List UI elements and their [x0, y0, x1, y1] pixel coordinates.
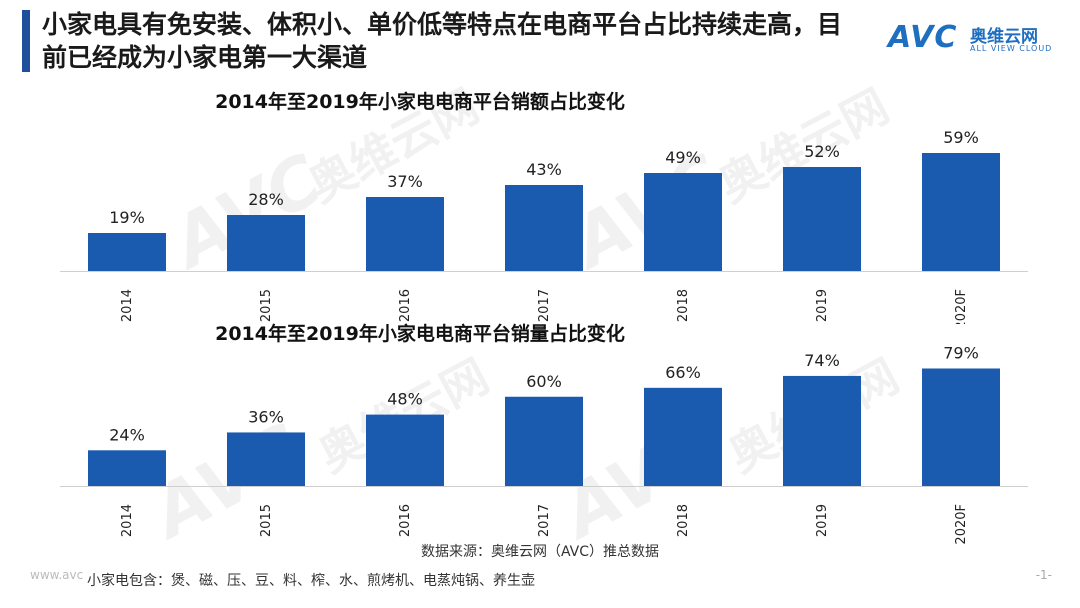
- x-tick-label: 2017: [537, 289, 552, 322]
- website-url: www.avc: [30, 568, 84, 582]
- bar-2014: [88, 233, 166, 271]
- logo-cn-text: 奥维云网: [970, 27, 1038, 47]
- data-label: 66%: [665, 363, 701, 382]
- data-label: 43%: [526, 160, 562, 179]
- data-label: 19%: [109, 208, 145, 227]
- data-source-note: 数据来源：奥维云网（AVC）推总数据: [420, 544, 660, 560]
- bar-2020F: [922, 153, 1000, 271]
- x-tick-label: 2018: [676, 289, 691, 322]
- x-tick-label: 2020F: [954, 504, 969, 544]
- x-tick-label: 2015: [259, 289, 274, 322]
- x-tick-label: 2020F: [954, 289, 969, 324]
- bar-2019: [783, 167, 861, 271]
- x-tick-label: 2019: [815, 289, 830, 322]
- x-tick-label: 2016: [398, 289, 413, 322]
- bar-2014: [88, 450, 166, 486]
- data-label: 37%: [387, 172, 423, 191]
- data-label: 48%: [387, 390, 423, 409]
- data-label: 49%: [665, 148, 701, 167]
- x-tick-label: 2019: [815, 504, 830, 537]
- logo-avc-text: AVC: [888, 20, 958, 55]
- x-tick-label: 2014: [120, 504, 135, 537]
- sales-value-share-chart: 2014年至2019年小家电电商平台销额占比变化 19% 2014 28% 2015 37…: [60, 84, 1060, 324]
- bar-2017: [505, 396, 583, 486]
- x-tick-label: 2015: [259, 504, 274, 537]
- bar-2015: [227, 432, 305, 486]
- bar-2016: [366, 414, 444, 486]
- bar-2016: [366, 197, 444, 271]
- sales-volume-share-chart: 2014年至2019年小家电电商平台销量占比变化 24% 2014 36% 2015 48…: [60, 318, 1060, 544]
- sales-volume-chart-svg: 2014年至2019年小家电电商平台销量占比变化 24% 2014 36% 2015 48…: [60, 322, 1028, 544]
- data-label: 74%: [804, 351, 840, 370]
- bar-2020F: [922, 368, 1000, 486]
- chart-title: 2014年至2019年小家电电商平台销额占比变化: [215, 90, 625, 113]
- data-label: 36%: [248, 407, 284, 426]
- data-label: 79%: [943, 343, 979, 362]
- x-tick-label: 2017: [537, 504, 552, 537]
- logo-en-text: ALL VIEW CLOUD: [970, 44, 1053, 53]
- page-number: -1-: [1035, 568, 1052, 582]
- x-tick-label: 2016: [398, 504, 413, 537]
- slide-title: 小家电具有免安装、体积小、单价低等特点在电商平台占比持续走高，目前已经成为小家电…: [42, 10, 843, 72]
- bar-2015: [227, 215, 305, 271]
- avc-logo: AVC 奥维云网 ALL VIEW CLOUD: [888, 20, 1058, 60]
- data-label: 59%: [943, 128, 979, 147]
- x-tick-label: 2018: [676, 504, 691, 537]
- sales-value-chart-svg: 2014年至2019年小家电电商平台销额占比变化 19% 2014 28% 2015 37…: [60, 90, 1028, 324]
- bar-2019: [783, 375, 861, 486]
- data-label: 24%: [109, 425, 145, 444]
- x-tick-label: 2014: [120, 289, 135, 322]
- bar-2017: [505, 185, 583, 271]
- chart-title: 2014年至2019年小家电电商平台销量占比变化: [215, 322, 625, 345]
- title-accent-bar: [22, 10, 30, 72]
- data-label: 60%: [526, 372, 562, 391]
- bar-2018: [644, 387, 722, 486]
- bar-2018: [644, 173, 722, 271]
- category-note: 小家电包含：煲、磁、压、豆、料、榨、水、煎烤机、电蒸炖锅、养生壶: [87, 573, 535, 589]
- data-label: 28%: [248, 190, 284, 209]
- data-label: 52%: [804, 142, 840, 161]
